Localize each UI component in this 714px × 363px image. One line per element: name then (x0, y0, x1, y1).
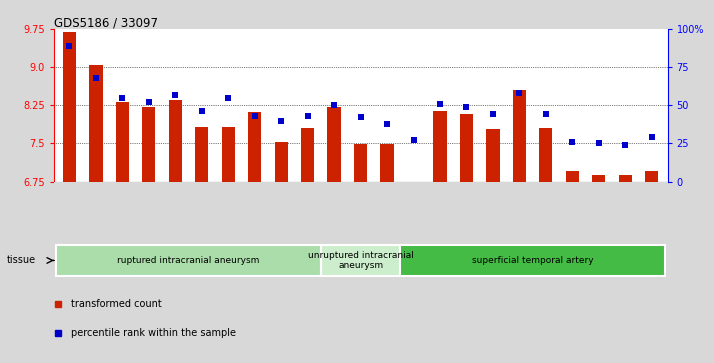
Point (381, 121, 393, 126)
Point (276, 118, 287, 123)
Bar (460, 114, 473, 182)
Bar (645, 171, 658, 182)
Point (328, 102, 340, 108)
Point (540, 111, 551, 117)
Text: unruptured intracranial
aneurysm: unruptured intracranial aneurysm (308, 251, 413, 270)
Bar (433, 111, 446, 182)
Bar (248, 112, 261, 182)
Bar (618, 175, 632, 182)
Bar (592, 175, 605, 182)
Point (302, 113, 313, 119)
Text: ruptured intracranial aneurysm: ruptured intracranial aneurysm (117, 256, 260, 265)
Point (90, 75, 101, 81)
Point (116, 95, 128, 101)
Bar (142, 107, 156, 182)
Text: GDS5186 / 33097: GDS5186 / 33097 (54, 16, 158, 29)
Bar (116, 102, 129, 182)
Point (620, 142, 631, 148)
Bar (56, 245, 321, 276)
Point (593, 140, 605, 146)
Bar (328, 107, 341, 182)
Bar (275, 142, 288, 182)
Bar (63, 32, 76, 182)
Point (408, 138, 419, 143)
Bar (301, 128, 314, 182)
Point (196, 109, 208, 114)
Bar (221, 127, 235, 182)
Point (223, 95, 234, 101)
Text: superficial temporal artery: superficial temporal artery (472, 256, 593, 265)
Bar (407, 182, 420, 184)
Text: percentile rank within the sample: percentile rank within the sample (71, 328, 236, 338)
Point (646, 134, 658, 140)
Point (249, 113, 261, 119)
Point (64, 43, 75, 49)
Point (487, 111, 498, 117)
Point (567, 139, 578, 145)
Bar (513, 90, 526, 182)
Bar (195, 127, 208, 182)
Bar (486, 129, 500, 182)
Bar (565, 171, 579, 182)
Bar (381, 144, 393, 182)
Point (170, 92, 181, 98)
Bar (354, 144, 367, 182)
Bar (321, 245, 401, 276)
Bar (539, 128, 553, 182)
Text: transformed count: transformed count (71, 299, 162, 309)
Point (461, 104, 472, 110)
Point (513, 90, 525, 96)
Point (355, 115, 366, 121)
Bar (89, 65, 103, 182)
Bar (169, 100, 182, 182)
Text: tissue: tissue (7, 256, 36, 265)
Point (143, 99, 154, 105)
Bar (401, 245, 665, 276)
Point (434, 101, 446, 107)
